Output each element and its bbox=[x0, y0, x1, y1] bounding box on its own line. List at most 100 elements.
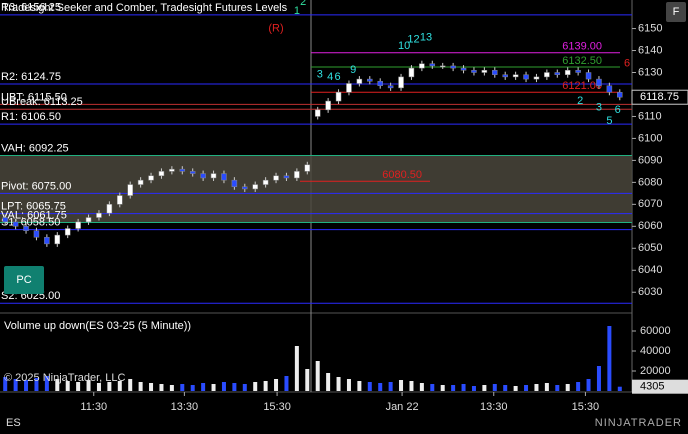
volume-bar bbox=[274, 379, 279, 391]
volume-bar bbox=[159, 384, 164, 391]
candle-body bbox=[304, 164, 311, 172]
session-level-label: 6139.00 bbox=[562, 41, 602, 53]
volume-bar bbox=[586, 379, 591, 391]
y-tick-label: 6050 bbox=[638, 242, 662, 254]
candle-body bbox=[12, 221, 19, 227]
candle-body bbox=[273, 175, 279, 181]
volume-bar bbox=[232, 383, 237, 391]
volume-bar bbox=[128, 379, 133, 391]
button-pc[interactable] bbox=[4, 266, 44, 294]
candle-body bbox=[85, 217, 92, 223]
y-tick-label: 6100 bbox=[638, 132, 662, 144]
volume-bar bbox=[534, 384, 539, 391]
candle-body bbox=[377, 81, 383, 86]
volume-bar bbox=[24, 380, 29, 391]
volume-bar bbox=[451, 385, 456, 391]
volume-bar bbox=[96, 383, 101, 391]
button-f-label[interactable]: F bbox=[673, 6, 680, 18]
candle-body bbox=[221, 173, 227, 181]
volume-bar bbox=[576, 382, 581, 391]
session-level-label: 6080.50 bbox=[382, 169, 422, 181]
candle-body bbox=[179, 168, 186, 172]
last-price-box bbox=[631, 89, 688, 105]
y-tick-label: 40000 bbox=[640, 345, 671, 357]
candle-body bbox=[408, 67, 415, 78]
level-label: R2: 6124.75 bbox=[1, 71, 61, 83]
volume-bar bbox=[503, 385, 508, 391]
volume-bar bbox=[617, 386, 622, 391]
button-pc-label[interactable]: PC bbox=[16, 274, 31, 286]
signal-annotation: 3 bbox=[317, 69, 323, 81]
candle-body bbox=[158, 171, 165, 177]
candle-body bbox=[523, 74, 529, 80]
candle-body bbox=[33, 230, 40, 238]
volume-bar bbox=[169, 385, 174, 391]
volume-bar bbox=[55, 379, 60, 391]
copyright: © 2025 NinjaTrader, LLC bbox=[4, 372, 125, 384]
signal-annotation: 10 bbox=[398, 40, 410, 52]
y-tick-label: 6130 bbox=[638, 66, 662, 78]
signal-annotation: 5 bbox=[606, 115, 612, 127]
level-label: VAL: 6061.75 bbox=[1, 209, 67, 221]
candle-body bbox=[606, 85, 613, 93]
signal-annotation: 13 bbox=[420, 31, 432, 43]
candle-body bbox=[492, 70, 498, 75]
candle-body bbox=[262, 179, 269, 185]
volume-bar bbox=[357, 381, 362, 391]
volume-bar bbox=[253, 382, 258, 391]
candle-body bbox=[231, 179, 238, 188]
x-tick-label: 11:30 bbox=[80, 401, 107, 413]
candle-body bbox=[460, 67, 467, 71]
level-label: R3: 6156.25 bbox=[1, 2, 61, 14]
candle-body bbox=[346, 83, 352, 93]
signal-annotation: 6 bbox=[615, 104, 621, 116]
candle-body bbox=[117, 195, 123, 205]
candle-body bbox=[75, 221, 81, 229]
level-label: VAH: 6092.25 bbox=[1, 142, 69, 154]
x-tick-label: Jan 22 bbox=[386, 401, 419, 413]
volume-bar bbox=[190, 385, 195, 391]
candle-body bbox=[44, 237, 50, 245]
volume-bar bbox=[596, 366, 601, 391]
volume-bar bbox=[461, 384, 466, 391]
volume-bar bbox=[367, 382, 372, 391]
volume-bar bbox=[336, 377, 341, 391]
volume-bar bbox=[242, 384, 247, 391]
candle-body bbox=[471, 70, 477, 73]
button-f[interactable] bbox=[666, 2, 686, 22]
x-tick-label: 13:30 bbox=[171, 401, 199, 413]
candle-body bbox=[429, 63, 436, 67]
volume-bar bbox=[294, 346, 299, 391]
volume-bar bbox=[34, 378, 39, 391]
candle-body bbox=[148, 175, 154, 181]
candle-body bbox=[23, 226, 29, 231]
last-volume-box bbox=[632, 379, 688, 394]
y-tick-label: 60000 bbox=[640, 325, 671, 337]
last-price-label: 6118.75 bbox=[640, 91, 679, 103]
candle-body bbox=[200, 173, 206, 179]
signal-annotation: 2 bbox=[300, 0, 306, 8]
volume-bar bbox=[138, 382, 143, 391]
value-area bbox=[0, 155, 632, 223]
candle-body bbox=[450, 65, 456, 69]
candle-body bbox=[419, 63, 425, 69]
volume-bar bbox=[419, 383, 424, 391]
volume-bar bbox=[565, 384, 570, 391]
signal-annotation: 6 bbox=[334, 71, 340, 83]
signal-annotation: 12 bbox=[407, 33, 419, 45]
volume-bar bbox=[471, 386, 476, 391]
instrument: ES bbox=[6, 417, 21, 429]
signal-annotation: 1 bbox=[294, 5, 300, 17]
volume-bar bbox=[482, 385, 487, 391]
volume-bar bbox=[399, 380, 404, 391]
y-tick-label: 6060 bbox=[638, 220, 662, 232]
signal-annotation: 4 bbox=[327, 71, 333, 83]
candle-body bbox=[398, 76, 404, 89]
level-label: UBT: 6115.50 bbox=[1, 91, 67, 103]
candle-body bbox=[54, 234, 61, 245]
candle-body bbox=[2, 217, 8, 223]
candle-body bbox=[283, 175, 290, 179]
y-tick-label: 6040 bbox=[638, 264, 662, 276]
session-level-label: 6132.50 bbox=[562, 55, 602, 67]
level-label: S1: 6058.50 bbox=[1, 217, 60, 229]
